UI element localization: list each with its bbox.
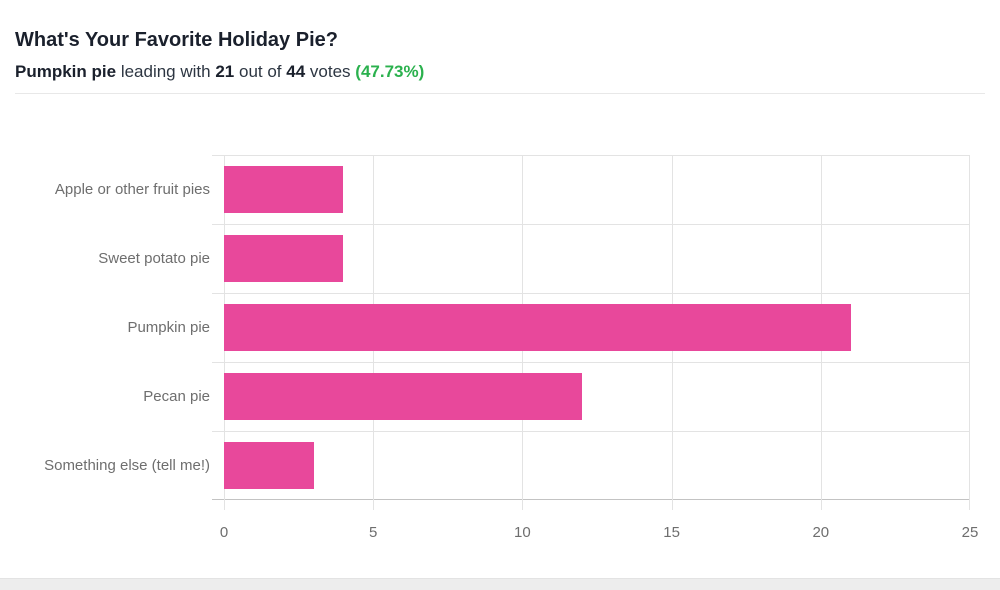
subtitle-text-votes: votes [309,62,351,81]
x-axis-tick-label: 15 [663,524,680,541]
x-axis-tick-label: 5 [369,524,378,541]
subtitle-text-out-of: out of [238,62,282,81]
category-label: Sweet potato pie [98,250,210,267]
x-axis-tick-label: 10 [514,524,531,541]
bottom-divider [0,578,1000,590]
bar-row [224,155,970,224]
x-axis-tick-label: 0 [219,524,229,541]
horizontal-gridline [212,155,970,156]
category-label: Something else (tell me!) [44,457,210,474]
bar-sweet-potato-pie[interactable] [224,235,344,282]
x-axis-tick-label: 25 [961,524,979,541]
bar-pumpkin-pie[interactable] [224,304,851,351]
horizontal-gridline [212,224,970,225]
category-label: Pecan pie [143,388,210,405]
category-label: Apple or other fruit pies [54,181,210,198]
category-axis-labels: Apple or other fruit pies Sweet potato pi… [0,155,210,500]
subtitle-text-leading-with: leading with [120,62,211,81]
bar-row [224,362,970,431]
leading-vote-count: 21 [215,62,235,81]
vertical-gridline [969,155,970,510]
poll-subtitle: Pumpkin pie leading with 21 out of 44 vo… [15,61,424,82]
total-vote-count: 44 [286,62,306,81]
horizontal-gridline [212,362,970,363]
poll-title: What's Your Favorite Holiday Pie? [15,29,338,51]
x-axis-tick-labels: 0 5 10 15 20 25 [220,524,979,544]
leading-percentage: (47.73%) [355,62,425,81]
bar-something-else-tell-me[interactable] [224,442,314,489]
plot-area [212,155,970,510]
category-label: Pumpkin pie [127,319,210,336]
bar-row [224,431,970,500]
bar-apple-or-other-fruit-pies[interactable] [224,166,344,213]
bar-row [224,224,970,293]
header-divider [15,93,985,94]
bar-row [224,293,970,362]
horizontal-gridline [212,431,970,432]
bar-pecan-pie[interactable] [224,373,583,420]
x-axis-line [212,499,970,500]
x-axis-tick-label: 20 [812,524,830,541]
leading-option-name: Pumpkin pie [15,62,117,81]
horizontal-gridline [212,293,970,294]
